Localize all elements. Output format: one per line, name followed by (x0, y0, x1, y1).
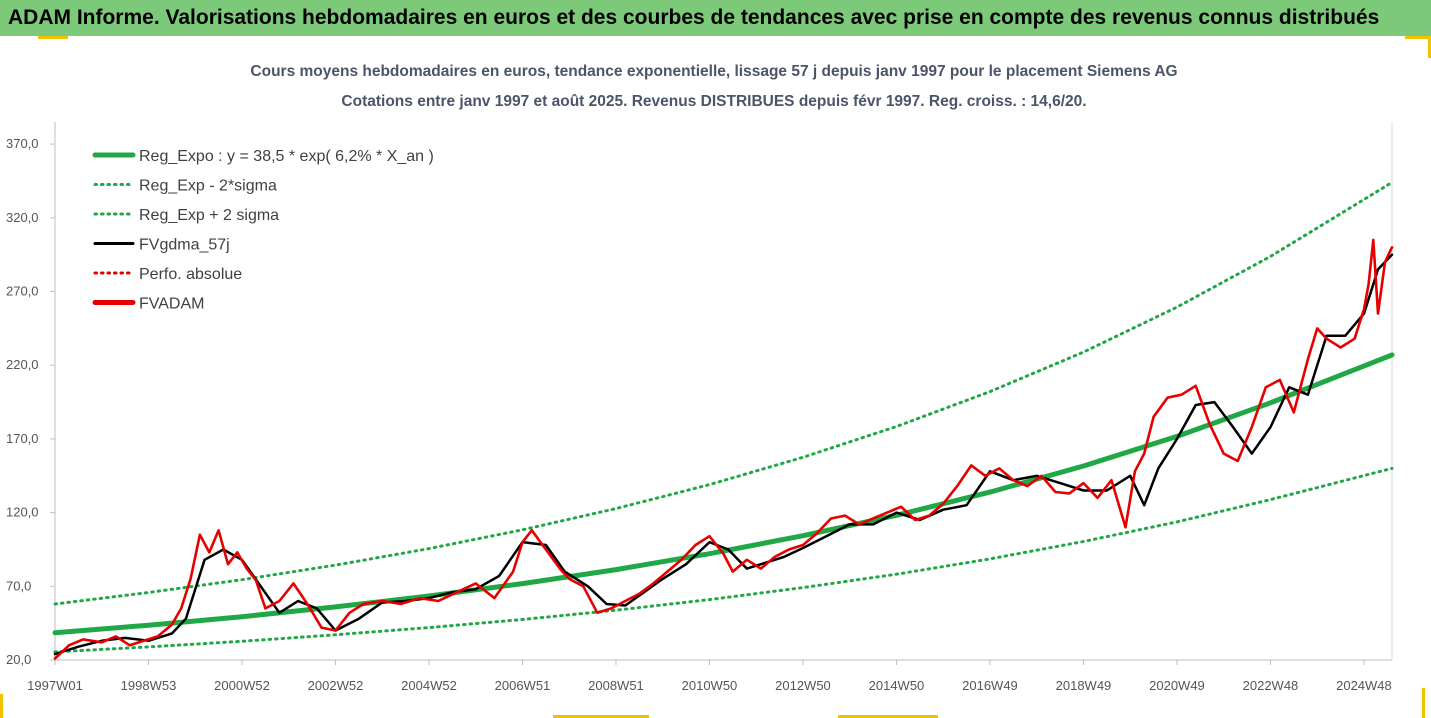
corner-mark (1422, 688, 1425, 718)
series-reg-exp-plus-2sigma (53, 180, 1394, 606)
report-banner-title: ADAM Informe. Valorisations hebdomadaire… (0, 0, 1431, 36)
corner-mark (553, 715, 649, 718)
y-tick-label: 120,0 (6, 505, 39, 520)
chart-legend: Reg_Expo : y = 38,5 * exp( 6,2% * X_an )… (92, 148, 434, 313)
corner-mark (1428, 36, 1431, 58)
legend-label: Reg_Exp + 2 sigma (139, 207, 279, 224)
chart-axes: 20,0 70,0 120,0 170,0 220,0 270,0 320,0 370,0 19… (6, 122, 1393, 693)
x-tick-label: 1997W01 (27, 678, 83, 693)
x-tick-label: 2002W52 (308, 678, 364, 693)
corner-mark (0, 694, 3, 718)
y-tick-label: 20,0 (6, 652, 31, 667)
x-tick-label: 2008W51 (588, 678, 644, 693)
x-tick-label: 2004W52 (401, 678, 457, 693)
x-tick-label: 2012W50 (775, 678, 831, 693)
x-tick-label: 2014W50 (869, 678, 925, 693)
line-chart: Cours moyens hebdomadaires en euros, ten… (6, 63, 1395, 693)
chart-title: Cours moyens hebdomadaires en euros, ten… (250, 63, 1177, 80)
corner-mark (38, 36, 68, 39)
series-reg-exp-minus-2sigma (53, 466, 1394, 654)
corner-mark (1405, 36, 1431, 39)
x-tick-label: 2000W52 (214, 678, 270, 693)
y-tick-label: 170,0 (6, 431, 39, 446)
x-tick-label: 2010W50 (682, 678, 738, 693)
x-tick-label: 2006W51 (495, 678, 551, 693)
x-tick-label: 2018W49 (1056, 678, 1112, 693)
series-layer (52, 180, 1395, 660)
series-reg-expo (52, 352, 1395, 636)
x-tick-label: 2020W49 (1149, 678, 1205, 693)
series-fvadam (53, 238, 1394, 660)
legend-label: Perfo. absolue (139, 266, 242, 283)
x-tick-label: 2024W48 (1336, 678, 1392, 693)
x-tick-label: 2016W49 (962, 678, 1018, 693)
x-tick-label: 1998W53 (121, 678, 177, 693)
y-tick-label: 220,0 (6, 357, 39, 372)
series-fvgdma-57j (53, 253, 1394, 656)
corner-mark (838, 715, 938, 718)
legend-label: FVgdma_57j (139, 237, 230, 254)
legend-label: Reg_Exp - 2*sigma (139, 178, 277, 195)
y-tick-label: 270,0 (6, 284, 39, 299)
y-tick-label: 370,0 (6, 136, 39, 151)
legend-label: Reg_Expo : y = 38,5 * exp( 6,2% * X_an ) (139, 148, 434, 165)
x-tick-label: 2022W48 (1243, 678, 1299, 693)
y-tick-label: 320,0 (6, 210, 39, 225)
legend-label: FVADAM (139, 296, 204, 313)
chart-subtitle: Cotations entre janv 1997 et août 2025. … (341, 93, 1086, 110)
y-tick-label: 70,0 (6, 578, 31, 593)
